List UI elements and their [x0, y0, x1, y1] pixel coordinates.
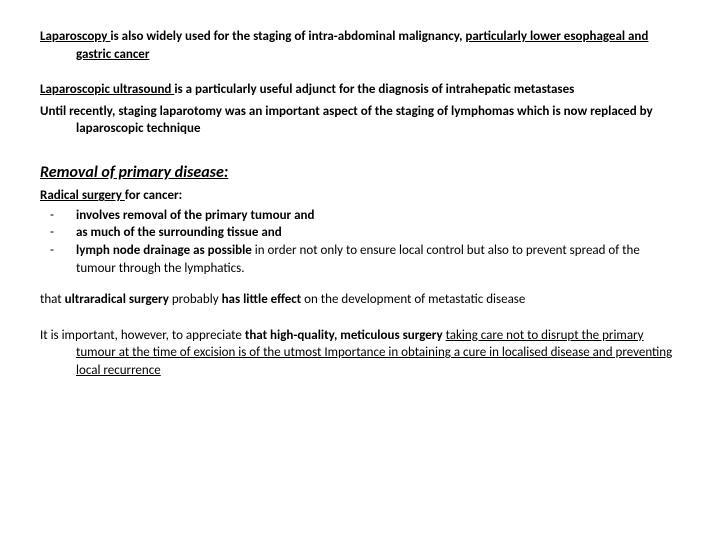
text-bold: lymph node drainage as possible — [76, 243, 252, 258]
paragraph-laparoscopic-ultrasound: Laparoscopic ultrasound is a particularl… — [40, 81, 680, 99]
text: probably — [169, 292, 222, 307]
text-bold: involves removal of the primary tumour a… — [76, 208, 314, 223]
spacer — [40, 319, 680, 327]
paragraph-laparoscopy: Laparoscopy is also widely used for the … — [40, 28, 680, 63]
text: is also widely used for the staging of i… — [110, 29, 465, 44]
text: is a particularly useful adjunct for the… — [174, 82, 574, 97]
text-bold: as much of the surrounding tissue and — [76, 225, 282, 240]
term-ultraradical-surgery: ultraradical surgery — [65, 292, 169, 307]
term-laparoscopic-ultrasound: Laparoscopic ultrasound — [40, 82, 174, 97]
heading-removal-primary-disease: Removal of primary disease: — [40, 162, 680, 184]
bullet-text: involves removal of the primary tumour a… — [76, 207, 680, 225]
text: Until recently, — [40, 104, 118, 119]
term-radical-surgery: Radical surgery — [40, 188, 125, 203]
bullet-item: - lymph node drainage as possible in ord… — [40, 242, 680, 277]
paragraph-staging-laparotomy: Until recently, staging laparotomy was a… — [40, 103, 680, 138]
spacer — [40, 277, 680, 291]
text: for cancer: — [125, 188, 182, 203]
text: on the development of metastatic disease — [301, 292, 525, 307]
bullet-dash: - — [50, 207, 76, 225]
text-bold: that high-quality, meticulous surgery — [245, 328, 446, 343]
paragraph-ultraradical: that ultraradical surgery probably has l… — [40, 291, 680, 309]
spacer — [40, 73, 680, 81]
slide-body: Laparoscopy is also widely used for the … — [0, 0, 720, 540]
text-bold: has little effect — [222, 292, 302, 307]
bullet-dash: - — [50, 224, 76, 242]
bullet-text: lymph node drainage as possible in order… — [76, 242, 680, 277]
bullet-text: as much of the surrounding tissue and — [76, 224, 680, 242]
bullet-item: - as much of the surrounding tissue and — [40, 224, 680, 242]
bullet-item: - involves removal of the primary tumour… — [40, 207, 680, 225]
paragraph-high-quality-surgery: It is important, however, to appreciate … — [40, 327, 680, 380]
paragraph-radical-surgery: Radical surgery for cancer: — [40, 187, 680, 205]
text: that — [40, 292, 65, 307]
text: It is important, however, to appreciate — [40, 328, 245, 343]
term-laparoscopy: Laparoscopy — [40, 29, 110, 44]
bullet-dash: - — [50, 242, 76, 277]
term-staging-laparotomy: staging laparotomy — [118, 104, 222, 119]
